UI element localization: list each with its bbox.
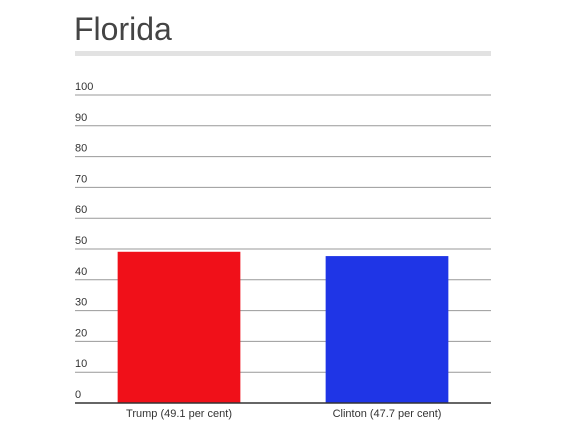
y-tick-label: 20 <box>75 327 87 339</box>
y-tick-label: 0 <box>75 389 81 401</box>
y-tick-label: 60 <box>75 204 87 216</box>
y-tick-label: 10 <box>75 358 87 370</box>
y-tick-label: 50 <box>75 235 87 247</box>
y-tick-label: 40 <box>75 266 87 278</box>
bar <box>325 256 449 403</box>
x-tick-label: Clinton (47.7 per cent) <box>333 408 442 420</box>
y-tick-label: 80 <box>75 143 87 155</box>
y-tick-label: 90 <box>75 112 87 124</box>
y-tick-label: 30 <box>75 297 87 309</box>
y-tick-label: 70 <box>75 173 87 185</box>
x-tick-label: Trump (49.1 per cent) <box>126 408 232 420</box>
bar <box>117 251 241 403</box>
chart-title: Florida <box>74 11 172 47</box>
y-tick-label: 100 <box>75 81 93 93</box>
title-rule <box>75 51 491 56</box>
